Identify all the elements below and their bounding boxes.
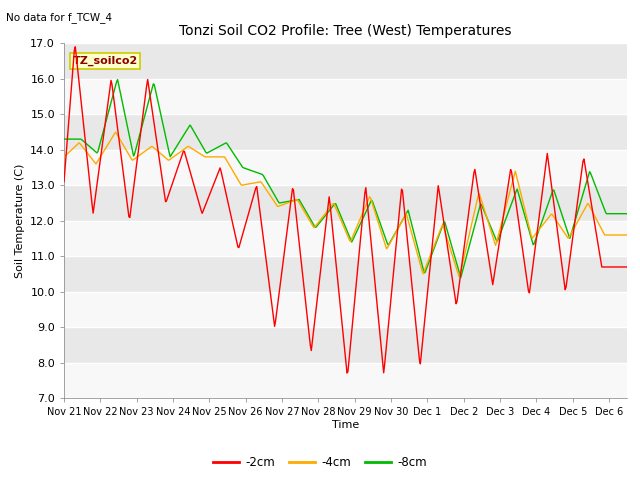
Y-axis label: Soil Temperature (C): Soil Temperature (C) [15,164,25,278]
Bar [64,256,627,292]
Title: Tonzi Soil CO2 Profile: Tree (West) Temperatures: Tonzi Soil CO2 Profile: Tree (West) Temp… [179,24,512,38]
Bar [64,292,627,327]
Bar [64,79,627,114]
Bar [64,221,627,256]
Bar [64,185,627,221]
Bar [64,327,627,363]
Text: No data for f_TCW_4: No data for f_TCW_4 [6,12,113,23]
Text: TZ_soilco2: TZ_soilco2 [72,56,138,66]
Bar [64,43,627,79]
Bar [64,114,627,150]
Bar [64,363,627,398]
Legend: -2cm, -4cm, -8cm: -2cm, -4cm, -8cm [209,452,431,474]
X-axis label: Time: Time [332,420,359,430]
Bar [64,150,627,185]
